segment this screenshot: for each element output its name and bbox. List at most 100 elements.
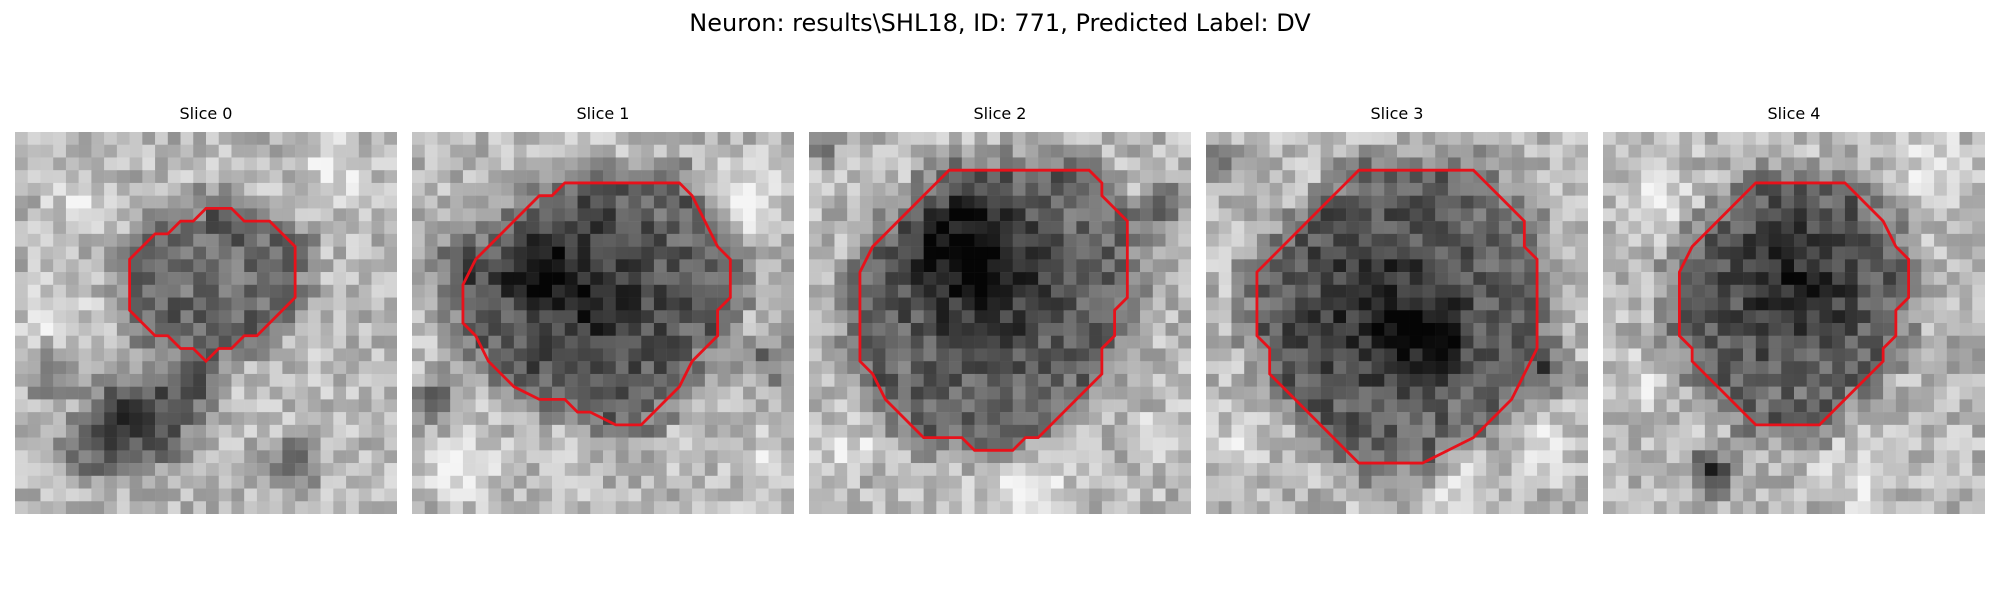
image-pixel (1282, 488, 1296, 502)
image-pixel (40, 424, 54, 438)
image-pixel (129, 501, 143, 514)
image-pixel (768, 221, 782, 235)
image-pixel (1218, 246, 1232, 260)
image-pixel (1063, 233, 1077, 247)
image-pixel (666, 170, 680, 184)
image-pixel (167, 170, 181, 184)
image-pixel (1473, 323, 1487, 336)
image-pixel (256, 233, 270, 247)
image-pixel (859, 399, 873, 413)
image-pixel (1806, 450, 1820, 464)
image-pixel (1178, 157, 1191, 171)
image-pixel (872, 399, 886, 413)
image-pixel (1346, 463, 1360, 477)
image-pixel (1076, 412, 1090, 426)
image-pixel (923, 132, 937, 145)
image-pixel (692, 450, 706, 464)
image-pixel (1140, 488, 1154, 502)
image-pixel (564, 373, 578, 387)
image-pixel (1244, 463, 1258, 477)
image-pixel (743, 412, 757, 426)
image-pixel (116, 412, 130, 426)
image-pixel (412, 195, 425, 209)
image-pixel (180, 132, 194, 145)
image-pixel (1244, 144, 1258, 158)
image-pixel (1537, 335, 1551, 349)
image-pixel (1140, 170, 1154, 184)
image-pixel (885, 157, 899, 171)
image-pixel (1025, 488, 1039, 502)
image-pixel (1743, 233, 1757, 247)
image-pixel (552, 233, 566, 247)
image-pixel (65, 221, 79, 235)
image-pixel (384, 501, 397, 514)
image-pixel (564, 361, 578, 375)
image-pixel (1333, 501, 1347, 514)
image-pixel (692, 463, 706, 477)
image-pixel (333, 475, 347, 489)
image-pixel (961, 386, 975, 400)
image-pixel (1857, 335, 1871, 349)
image-pixel (1794, 399, 1807, 413)
image-pixel (1307, 424, 1321, 438)
image-pixel (1320, 463, 1334, 477)
image-pixel (730, 501, 744, 514)
image-pixel (974, 463, 988, 477)
image-pixel (1832, 208, 1846, 222)
image-pixel (615, 233, 629, 247)
image-pixel (1857, 132, 1871, 145)
image-pixel (834, 144, 848, 158)
image-pixel (1358, 475, 1372, 489)
image-pixel (653, 182, 667, 196)
image-pixel (513, 501, 527, 514)
image-pixel (1934, 170, 1948, 184)
image-pixel (1384, 208, 1398, 222)
image-pixel (1397, 412, 1410, 426)
image-pixel (424, 170, 438, 184)
image-pixel (488, 259, 502, 273)
image-pixel (847, 373, 861, 387)
image-pixel (987, 157, 1001, 171)
image-pixel (949, 501, 963, 514)
image-pixel (1178, 272, 1191, 286)
image-pixel (526, 259, 540, 273)
image-pixel (821, 284, 835, 298)
image-pixel (1562, 132, 1576, 145)
image-pixel (155, 412, 169, 426)
image-pixel (539, 208, 553, 222)
image-pixel (743, 221, 757, 235)
image-pixel (269, 132, 283, 145)
image-pixel (1844, 361, 1858, 375)
image-pixel (78, 335, 92, 349)
image-pixel (1781, 386, 1795, 400)
image-pixel (1549, 170, 1563, 184)
image-pixel (704, 348, 718, 362)
image-pixel (358, 195, 372, 209)
image-pixel (1050, 132, 1064, 145)
image-pixel (1076, 348, 1090, 362)
image-pixel (155, 246, 169, 260)
image-pixel (961, 412, 975, 426)
image-pixel (180, 348, 194, 362)
image-pixel (1295, 310, 1309, 324)
image-pixel (1755, 386, 1769, 400)
image-pixel (1101, 182, 1115, 196)
image-pixel (577, 259, 591, 273)
image-pixel (821, 437, 835, 451)
image-pixel (552, 144, 566, 158)
image-pixel (53, 195, 67, 209)
image-pixel (1755, 399, 1769, 413)
image-pixel (1615, 348, 1629, 362)
image-pixel (1050, 144, 1064, 158)
image-pixel (1562, 386, 1576, 400)
image-pixel (1908, 463, 1922, 477)
image-pixel (1615, 233, 1629, 247)
image-pixel (282, 170, 296, 184)
roi-contour (1677, 181, 1911, 427)
image-pixel (1307, 463, 1321, 477)
image-pixel (1819, 386, 1833, 400)
image-pixel (1346, 208, 1360, 222)
image-pixel (295, 182, 309, 196)
image-pixel (577, 361, 591, 375)
image-pixel (1549, 195, 1563, 209)
